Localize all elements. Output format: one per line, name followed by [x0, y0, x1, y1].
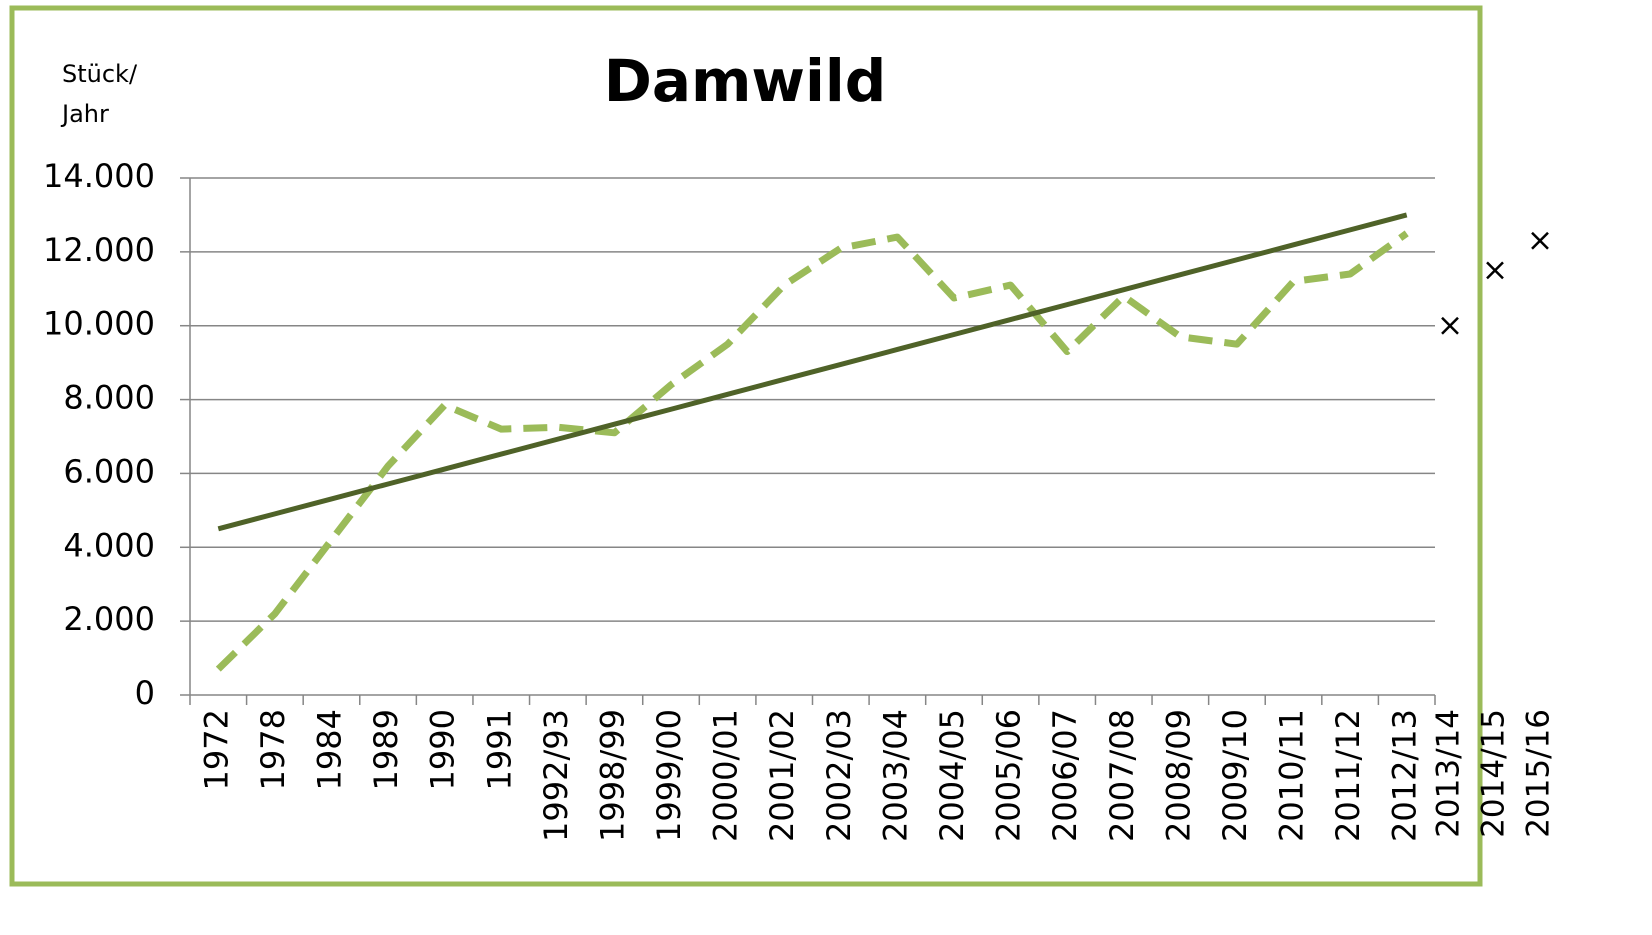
- y-tick-label: 0: [135, 674, 155, 712]
- chart-title: Damwild: [604, 47, 887, 115]
- x-tick-label: 1992/93: [537, 709, 575, 842]
- x-tick-label: 2006/07: [1046, 709, 1084, 842]
- series-line: [215, 230, 1409, 672]
- y-tick-label: 6.000: [63, 452, 155, 490]
- series-line: [217, 212, 1408, 532]
- x-tick-label: 2005/06: [990, 709, 1028, 842]
- x-tick-label: 2012/13: [1386, 709, 1424, 842]
- x-tick-label: 1990: [424, 709, 462, 790]
- x-tick-label: 1984: [310, 709, 348, 790]
- y-tick-label: 8.000: [63, 379, 155, 417]
- x-tick-label: 2013/14: [1431, 709, 1467, 838]
- y-tick-label: 4.000: [63, 526, 155, 564]
- x-tick-label: 2009/10: [1216, 709, 1254, 842]
- point-marker: [1486, 261, 1504, 280]
- x-tick-label: 2011/12: [1329, 709, 1367, 842]
- x-tick-label: 2000/01: [707, 709, 745, 842]
- y-tick-label: 14.000: [43, 157, 155, 195]
- x-tick-label: 2007/08: [1103, 709, 1141, 842]
- x-tick-label: 1991: [480, 709, 518, 790]
- x-tick-label: 1972: [197, 709, 235, 790]
- y-tick-label: 12.000: [43, 231, 155, 269]
- x-tick-label: 1998/99: [593, 709, 631, 842]
- x-tick-label: 1989: [367, 709, 405, 790]
- y-tick-label: 2.000: [63, 600, 155, 638]
- chart-frame: [9, 5, 1483, 887]
- x-tick-label: 2008/09: [1159, 709, 1197, 842]
- x-tick-label: 2004/05: [933, 709, 971, 842]
- x-tick-label: 2014/15: [1476, 709, 1512, 838]
- y-axis-label: Jahr: [60, 100, 109, 128]
- x-tick-label: 1999/00: [650, 709, 688, 842]
- x-tick-label: 2010/11: [1273, 709, 1311, 842]
- y-axis-label: Stück/: [62, 60, 138, 88]
- point-marker: [1441, 316, 1459, 335]
- x-tick-label: 2002/03: [820, 709, 858, 842]
- x-tick-label: 2003/04: [876, 709, 914, 842]
- x-tick-label: 1978: [254, 709, 292, 790]
- x-tick-label: 2015/16: [1521, 709, 1557, 838]
- x-tick-label: 2001/02: [763, 709, 801, 842]
- y-tick-label: 10.000: [43, 305, 155, 343]
- point-marker: [1531, 231, 1549, 250]
